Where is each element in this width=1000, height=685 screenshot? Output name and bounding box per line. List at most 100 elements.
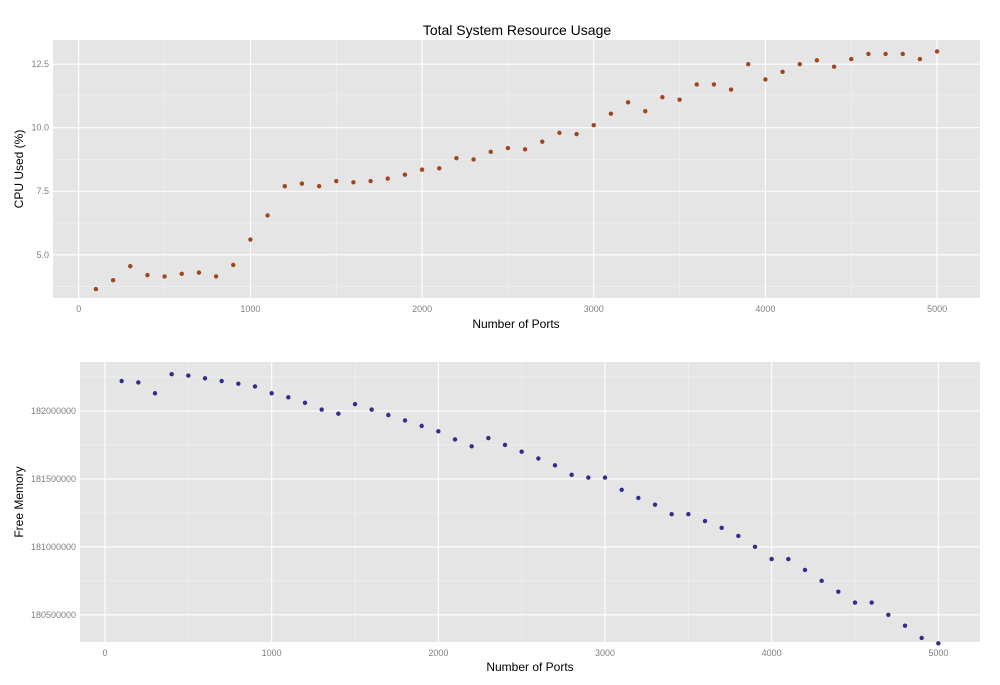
data-point xyxy=(196,270,202,275)
y-tick-label: 182000000 xyxy=(31,406,76,416)
data-point xyxy=(319,407,324,412)
data-point xyxy=(619,487,624,492)
data-point xyxy=(219,378,224,384)
data-point xyxy=(522,147,528,152)
x-tick-label: 1000 xyxy=(262,648,282,658)
cpu-usage-chart: Total System Resource Usage 0 1000 2000 300… xyxy=(12,22,980,331)
data-point xyxy=(162,274,167,279)
data-point xyxy=(831,64,837,69)
data-point xyxy=(652,502,658,507)
data-point xyxy=(519,449,524,454)
data-point xyxy=(702,518,708,524)
data-point xyxy=(419,167,425,172)
y-tick-label: 7.5 xyxy=(36,186,49,196)
data-point xyxy=(849,56,854,62)
data-point xyxy=(574,131,579,137)
data-point xyxy=(299,181,305,186)
data-point xyxy=(286,395,291,400)
data-point xyxy=(540,139,545,144)
data-point xyxy=(752,544,758,550)
data-point xyxy=(369,407,374,412)
plot-panel xyxy=(80,362,980,642)
y-tick-label: 12.5 xyxy=(31,59,49,69)
x-axis-title: Number of Ports xyxy=(472,317,559,331)
data-point xyxy=(169,372,174,377)
data-point xyxy=(936,641,941,646)
data-point xyxy=(419,423,424,429)
y-tick-label: 180500000 xyxy=(31,610,76,620)
data-point xyxy=(110,278,116,283)
data-point xyxy=(866,51,871,57)
data-point xyxy=(814,58,820,63)
data-point xyxy=(919,635,924,641)
data-point xyxy=(386,412,391,418)
data-point xyxy=(452,437,458,442)
data-points xyxy=(119,372,941,646)
x-tick-label: 5000 xyxy=(928,648,948,658)
data-point xyxy=(352,401,358,407)
data-point xyxy=(402,172,408,177)
data-point xyxy=(488,149,493,155)
x-tick-label: 4000 xyxy=(762,648,782,658)
data-point xyxy=(886,612,891,618)
data-point xyxy=(736,533,741,539)
data-point xyxy=(471,157,476,162)
y-tick-label: 10.0 xyxy=(31,123,49,133)
data-point xyxy=(746,61,751,67)
x-tick-label: 0 xyxy=(76,304,81,314)
data-points xyxy=(93,49,940,292)
data-point xyxy=(536,456,541,461)
data-point xyxy=(917,56,923,62)
data-point xyxy=(368,178,373,184)
data-point xyxy=(900,51,905,57)
data-point xyxy=(636,495,641,501)
data-point xyxy=(677,97,682,102)
y-axis-title: CPU Used (%) xyxy=(12,130,26,209)
data-point xyxy=(763,77,768,82)
data-point xyxy=(302,400,308,405)
data-point xyxy=(248,237,253,242)
y-tick-labels: 180500000 181000000 181500000 182000000 xyxy=(31,406,76,620)
data-point xyxy=(128,264,133,269)
data-point xyxy=(316,183,322,189)
data-point xyxy=(819,578,824,584)
data-point xyxy=(136,380,141,385)
free-memory-chart: 0 1000 2000 3000 4000 5000 180500000 181000000… xyxy=(12,362,980,674)
data-point xyxy=(852,600,858,605)
data-point xyxy=(802,567,808,573)
data-point xyxy=(625,100,631,105)
data-point xyxy=(231,262,236,268)
data-point xyxy=(569,472,574,478)
data-point xyxy=(586,475,591,480)
data-point xyxy=(786,556,791,562)
data-point xyxy=(836,589,841,594)
data-point xyxy=(780,69,785,74)
y-axis-title: Free Memory xyxy=(12,466,26,537)
x-tick-label: 5000 xyxy=(927,304,947,314)
x-axis-title: Number of Ports xyxy=(486,660,573,674)
data-point xyxy=(711,82,717,87)
y-tick-labels: 5.0 7.5 10.0 12.5 xyxy=(31,59,49,260)
data-point xyxy=(179,271,184,277)
x-tick-label: 3000 xyxy=(584,304,604,314)
data-point xyxy=(769,556,774,562)
data-point xyxy=(265,213,270,218)
data-point xyxy=(608,111,614,116)
x-tick-label: 3000 xyxy=(595,648,615,658)
data-point xyxy=(502,442,508,448)
data-point xyxy=(385,176,390,181)
plot-panel xyxy=(53,40,980,298)
chart-title: Total System Resource Usage xyxy=(423,22,612,38)
x-tick-label: 2000 xyxy=(412,304,432,314)
data-point xyxy=(334,178,339,184)
data-point xyxy=(486,435,491,441)
data-point xyxy=(269,391,274,396)
data-point xyxy=(186,373,191,378)
data-point xyxy=(602,475,608,480)
data-point xyxy=(669,512,674,517)
data-point xyxy=(643,108,648,114)
y-tick-label: 181500000 xyxy=(31,474,76,484)
data-point xyxy=(883,51,888,57)
data-point xyxy=(694,82,699,87)
data-point xyxy=(213,274,219,279)
